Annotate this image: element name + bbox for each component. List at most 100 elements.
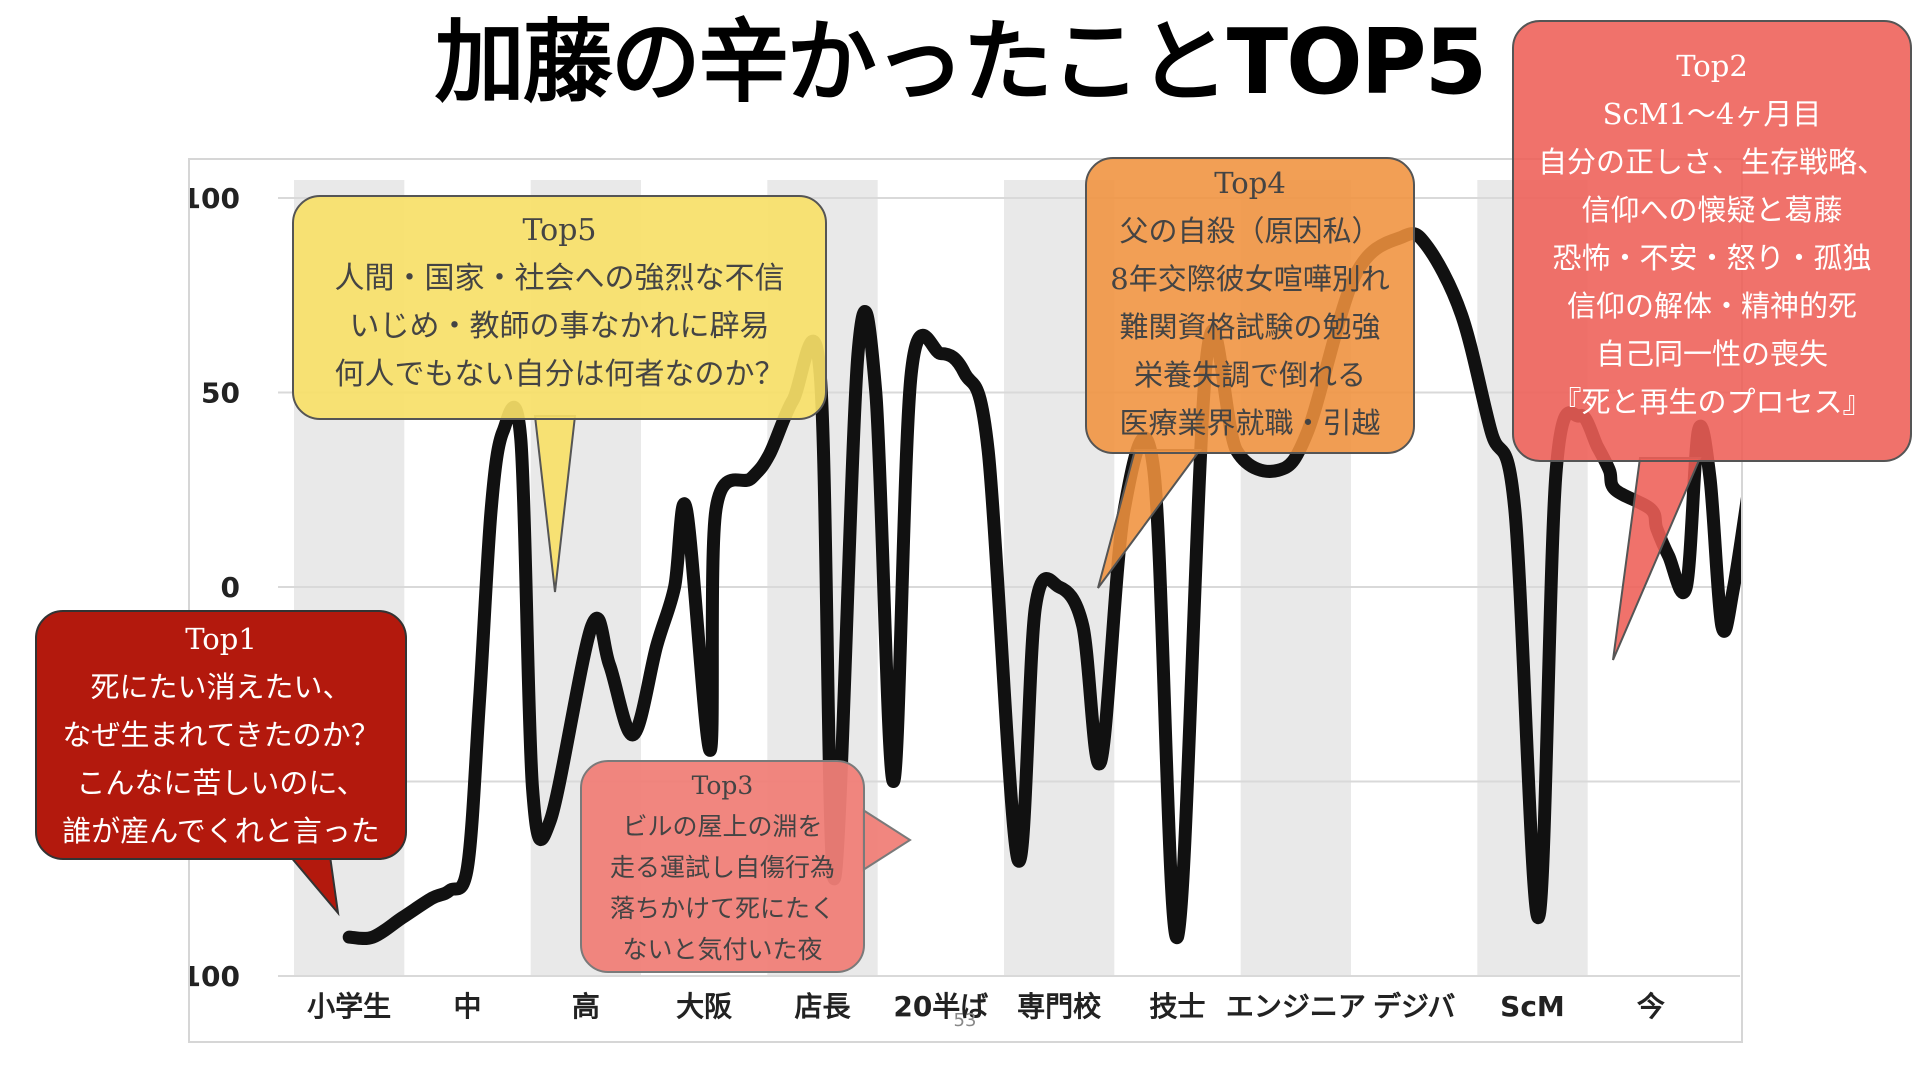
data-point — [1514, 508, 1516, 510]
data-point — [1123, 508, 1125, 510]
data-point — [768, 454, 770, 456]
data-point — [1177, 936, 1179, 938]
callout-top3: Top3 ビルの屋上の淵を 走る運試し自傷行為 落ちかけて死にたく ないと気付いた夜 — [580, 760, 865, 973]
y-axis-ticks: 100 50 0 -100 — [190, 182, 240, 993]
data-point — [751, 477, 753, 479]
callout-top5: Top5 人間・国家・社会への強烈な不信 いじめ・教師の事なかれに辟易 何人でもない自… — [292, 195, 827, 420]
data-point — [1153, 469, 1155, 471]
data-point — [987, 450, 989, 452]
data-point — [520, 438, 522, 440]
data-point — [1709, 477, 1711, 479]
callout-line: 人間・国家・社会への強烈な不信 — [334, 261, 785, 296]
data-point — [490, 508, 492, 510]
data-point — [549, 819, 551, 821]
y-tick-label: 0 — [221, 571, 240, 604]
y-tick-label: -100 — [190, 960, 240, 993]
callout-line: ないと気付いた夜 — [622, 935, 823, 964]
callout-line: いじめ・教師の事なかれに辟易 — [349, 309, 770, 344]
callout-line: 医療業界就職・引越 — [1119, 406, 1381, 440]
data-point — [632, 734, 634, 736]
callout-line: 誰が産んでくれと言った — [62, 814, 380, 848]
series-layer — [342, 227, 1741, 946]
callout-line: こんなに苦しいのに、 — [76, 766, 366, 800]
data-point — [532, 788, 534, 790]
callout-heading: Top2 — [1676, 49, 1748, 83]
callout-line: なぜ生まれてきたのか？ — [62, 718, 380, 752]
data-point — [1614, 489, 1616, 491]
callout-top2: Top2 ScM1～4ヶ月目自分の正しさ、生存戦略、 信仰への懐疑と葛藤 恐怖・不安・… — [1512, 20, 1912, 462]
y-tick-label: 100 — [190, 182, 240, 215]
data-point — [1082, 625, 1084, 627]
callout-line: 自分の正しさ、生存戦略、 — [1537, 145, 1886, 179]
data-point — [449, 889, 451, 891]
data-point — [1685, 586, 1687, 588]
data-point — [431, 897, 433, 899]
data-point — [674, 586, 676, 588]
callout-line: 死にたい消えたい、 — [90, 670, 352, 704]
data-point — [1100, 761, 1102, 763]
data-point — [1668, 555, 1670, 557]
page-number: 53 — [953, 1010, 977, 1031]
callout-top1: Top1 死にたい消えたい、 なぜ生まれてきたのか？ こんなに苦しいのに、 誰が産んでく… — [35, 610, 407, 860]
data-point — [709, 749, 711, 751]
data-point — [1490, 430, 1492, 432]
callout-line: 父の自殺（原因私） — [1119, 214, 1381, 248]
callout-line: 自己同一性の喪失 — [1595, 337, 1828, 371]
data-point — [875, 392, 877, 394]
data-point — [1277, 469, 1279, 471]
data-point — [1656, 528, 1658, 530]
callout-line: 難関資格試験の勉強 — [1119, 310, 1381, 344]
data-point — [857, 353, 859, 355]
callout-line: ScM1～4ヶ月目 — [1602, 97, 1822, 131]
callout-line: 信仰の解体・精神的死 — [1566, 289, 1857, 323]
data-point — [1537, 917, 1539, 919]
callout-line: ビルの屋上の淵を — [622, 812, 823, 841]
x-category-label: エンジニア — [1226, 990, 1366, 1023]
x-axis-categories: 小学生 中 高 大阪 店長 20半ば 専門校 技士 エンジニア デジバ ScM 今 — [307, 990, 1665, 1023]
x-category-label: ScM — [1500, 990, 1565, 1023]
data-point — [502, 430, 504, 432]
callout-line: 何人でもない自分は何者なのか？ — [334, 357, 785, 392]
data-point — [940, 353, 942, 355]
data-point — [715, 508, 717, 510]
data-point — [1555, 469, 1557, 471]
data-point — [656, 644, 658, 646]
callout-heading: Top1 — [185, 622, 257, 656]
data-point — [609, 664, 611, 666]
x-category-label: 中 — [453, 990, 481, 1023]
data-point — [1650, 508, 1652, 510]
callout-line: 恐怖・不安・怒り・孤独 — [1552, 241, 1872, 275]
data-point — [348, 936, 350, 938]
callout-heading: Top5 — [522, 213, 597, 248]
x-category-label: 今 — [1637, 990, 1665, 1023]
callout-line: 8年交際彼女喧嘩別れ — [1110, 262, 1390, 296]
x-category-label: 20半ば — [893, 990, 988, 1023]
data-point — [1721, 625, 1723, 627]
slide-title: 加藤の辛かったことTOP5 — [434, 10, 1487, 115]
x-category-label: 小学生 — [307, 990, 391, 1023]
callout-heading: Top4 — [1214, 166, 1286, 200]
callout-heading: Top3 — [691, 771, 754, 800]
data-point — [591, 625, 593, 627]
data-point — [372, 936, 374, 938]
callout-line: 栄養失調で倒れる — [1133, 358, 1366, 392]
y-tick-label: 50 — [201, 377, 240, 410]
x-category-label: デジバ — [1373, 990, 1455, 1023]
callout-line: 信仰への懐疑と葛藤 — [1581, 193, 1843, 227]
data-point — [1733, 586, 1735, 588]
data-point — [1017, 858, 1019, 860]
data-point — [1425, 244, 1427, 246]
data-point — [910, 372, 912, 374]
data-point — [893, 781, 895, 783]
callout-line: 走る運試し自傷行為 — [609, 853, 835, 882]
x-category-label: 専門校 — [1017, 990, 1102, 1023]
x-category-label: 高 — [572, 990, 600, 1023]
data-point — [1058, 586, 1060, 588]
data-point — [1608, 469, 1610, 471]
series-line-life — [342, 227, 1741, 946]
data-point — [401, 917, 403, 919]
data-point — [685, 508, 687, 510]
data-point — [1035, 606, 1037, 608]
data-point — [478, 703, 480, 705]
